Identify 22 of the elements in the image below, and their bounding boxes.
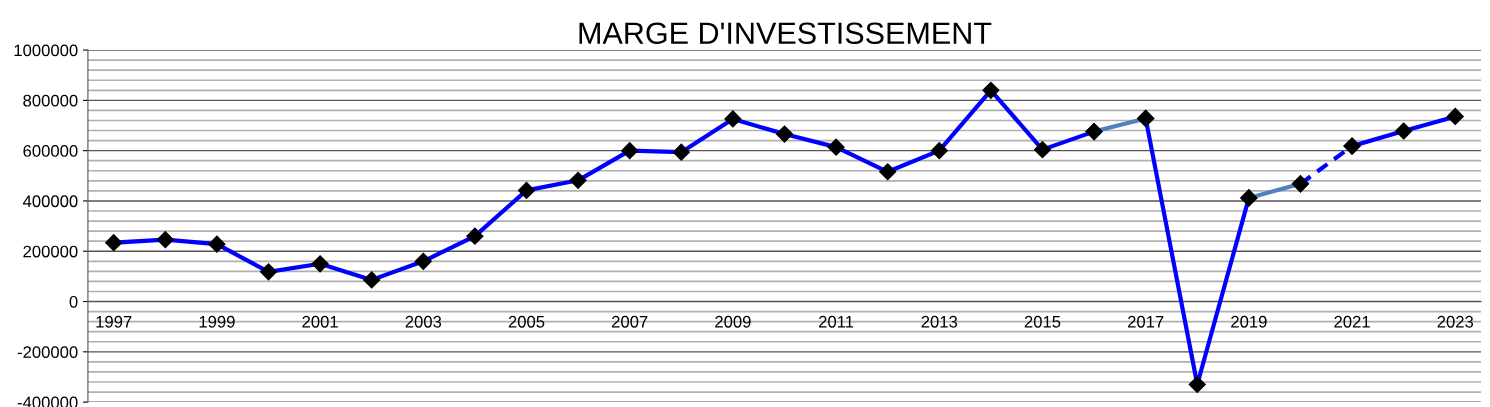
y-tick-label: 200000 [23, 245, 78, 258]
x-tick-label: 1999 [199, 315, 235, 328]
x-tick-label: 1997 [96, 315, 132, 328]
x-tick-label: 2015 [1024, 315, 1061, 328]
x-tick-label: 2007 [611, 315, 648, 328]
x-tick-label: 2023 [1437, 315, 1474, 328]
x-tick-label: 2017 [1127, 315, 1164, 328]
x-tick-label: 2001 [302, 315, 338, 328]
y-tick-label: 1000000 [14, 44, 78, 57]
chart-title: MARGE D'INVESTISSEMENT [579, 22, 992, 45]
y-tick-label: -200000 [17, 346, 78, 359]
y-tick-label: 800000 [23, 94, 78, 107]
x-tick-label: 2005 [508, 315, 545, 328]
x-tick-label: 2019 [1231, 315, 1267, 328]
x-tick-label: 2009 [715, 315, 751, 328]
x-tick-label: 2013 [921, 315, 958, 328]
x-tick-label: 2021 [1334, 315, 1370, 328]
y-tick-label: 0 [69, 295, 78, 308]
y-tick-label: 600000 [23, 145, 78, 157]
x-tick-label: 2011 [819, 315, 854, 328]
y-tick-label: 400000 [22, 195, 78, 208]
x-tick-label: 2003 [405, 315, 442, 328]
